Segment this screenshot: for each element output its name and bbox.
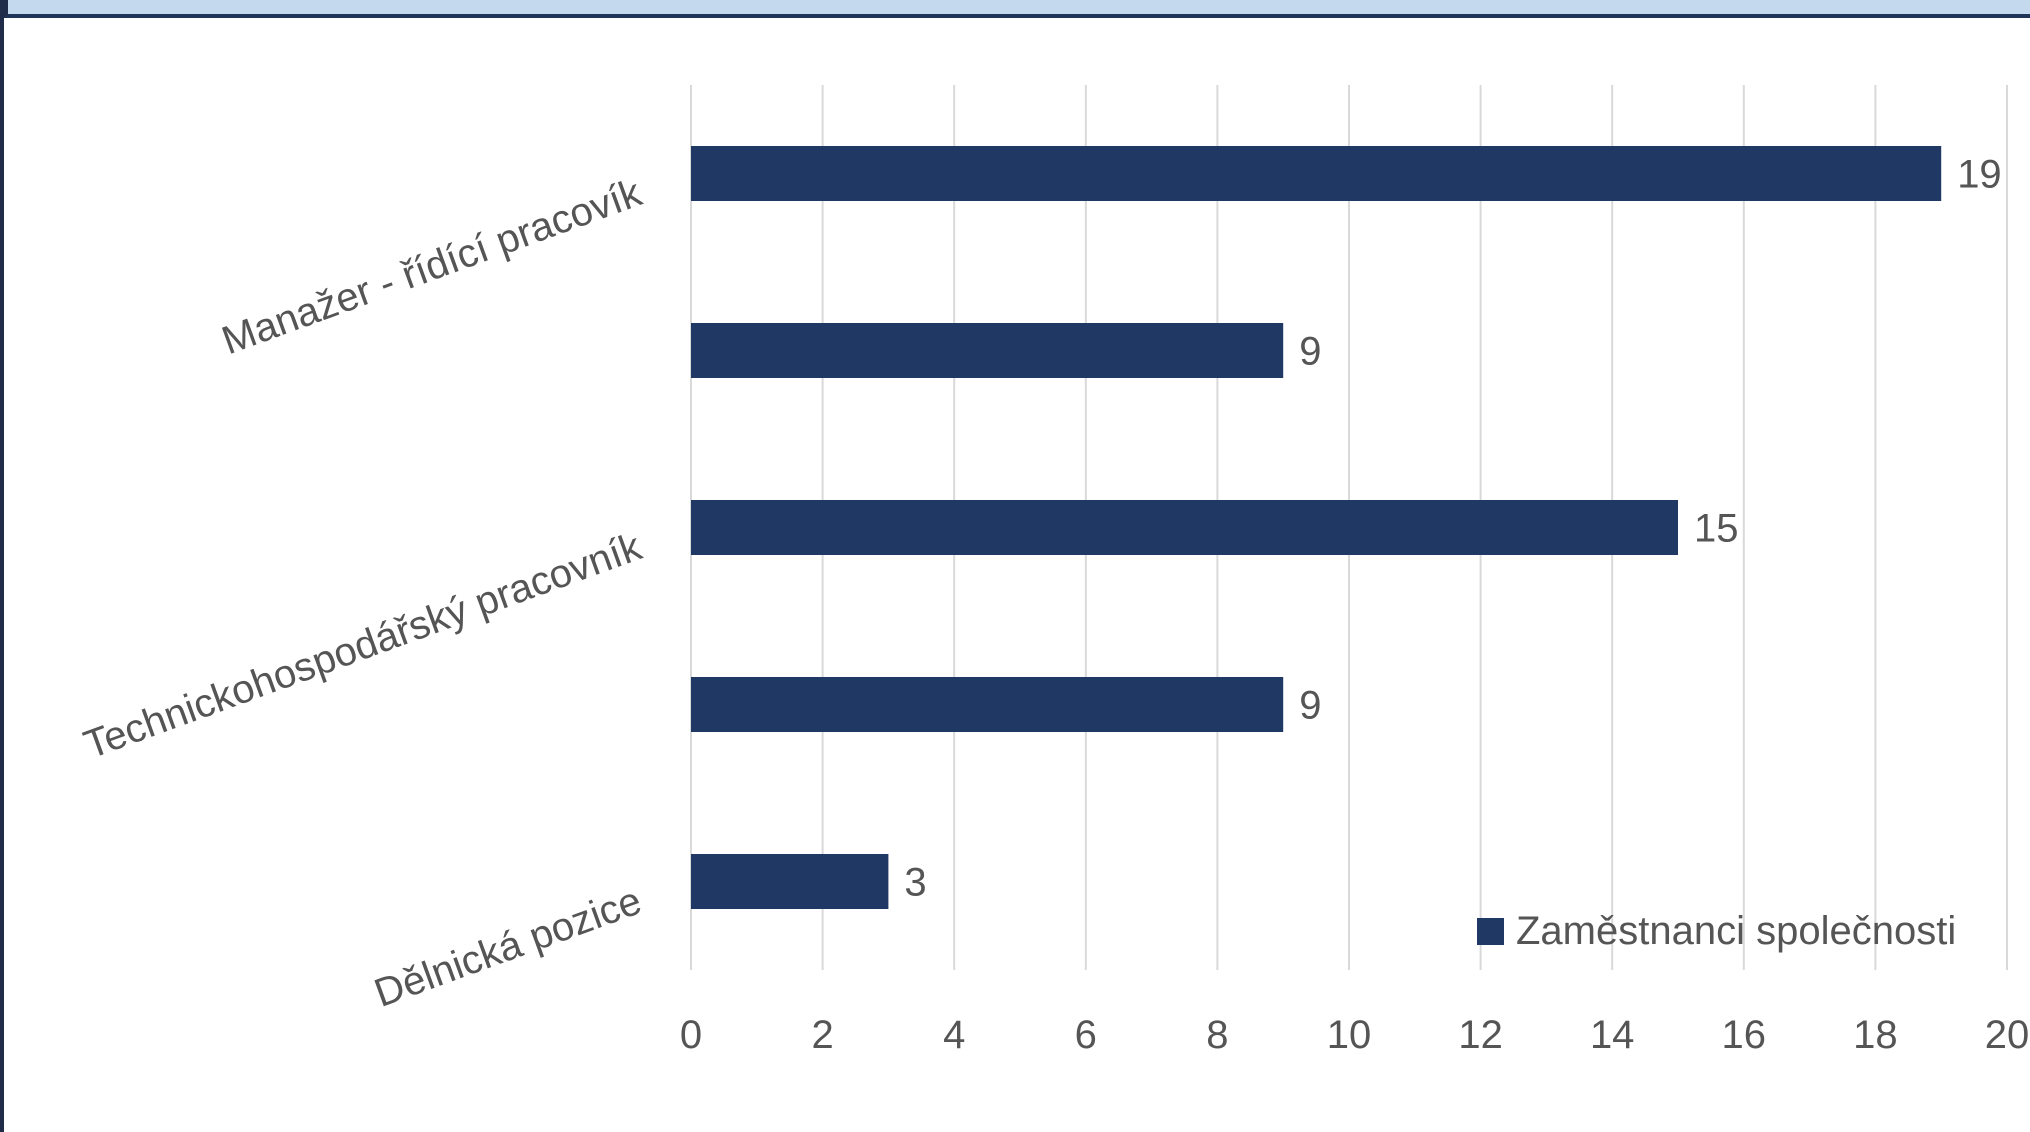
x-tick-label: 10	[1327, 1013, 1372, 1057]
bar	[691, 146, 1942, 201]
x-tick-label: 8	[1206, 1013, 1228, 1057]
data-label: 15	[1694, 507, 1739, 551]
x-tick-label: 4	[943, 1013, 965, 1057]
data-label: 19	[1957, 153, 2002, 197]
x-tick-label: 2	[811, 1013, 833, 1057]
x-tick-label: 16	[1722, 1013, 1767, 1057]
bar	[691, 323, 1284, 378]
legend: Zaměstnanci společnosti	[1477, 909, 1956, 953]
bar	[691, 500, 1678, 555]
bar-chart: 0 2 4 6 8 10 12 14 16 18 20 19 Manažer - řídící prac…	[78, 85, 2030, 1057]
x-tick-label: 20	[1985, 1013, 2030, 1057]
x-tick-label: 0	[680, 1013, 702, 1057]
bar	[691, 854, 889, 909]
x-tick-label: 6	[1075, 1013, 1097, 1057]
data-label: 9	[1299, 330, 1321, 374]
data-label: 9	[1299, 684, 1321, 728]
category-label: Manažer - řídící pracovík	[216, 170, 648, 363]
header-band	[4, 0, 2030, 18]
category-label: Technickohospodářský pracovník	[78, 524, 648, 767]
legend-label: Zaměstnanci společnosti	[1516, 909, 1956, 953]
x-tick-label: 12	[1458, 1013, 1503, 1057]
category-label: Dělnická pozice	[369, 879, 647, 1016]
data-label: 3	[904, 861, 926, 905]
bar	[691, 677, 1284, 732]
bar-layer	[691, 146, 1942, 909]
x-tick-label: 14	[1590, 1013, 1635, 1057]
legend-swatch	[1477, 918, 1504, 945]
x-tick-label: 18	[1853, 1013, 1898, 1057]
